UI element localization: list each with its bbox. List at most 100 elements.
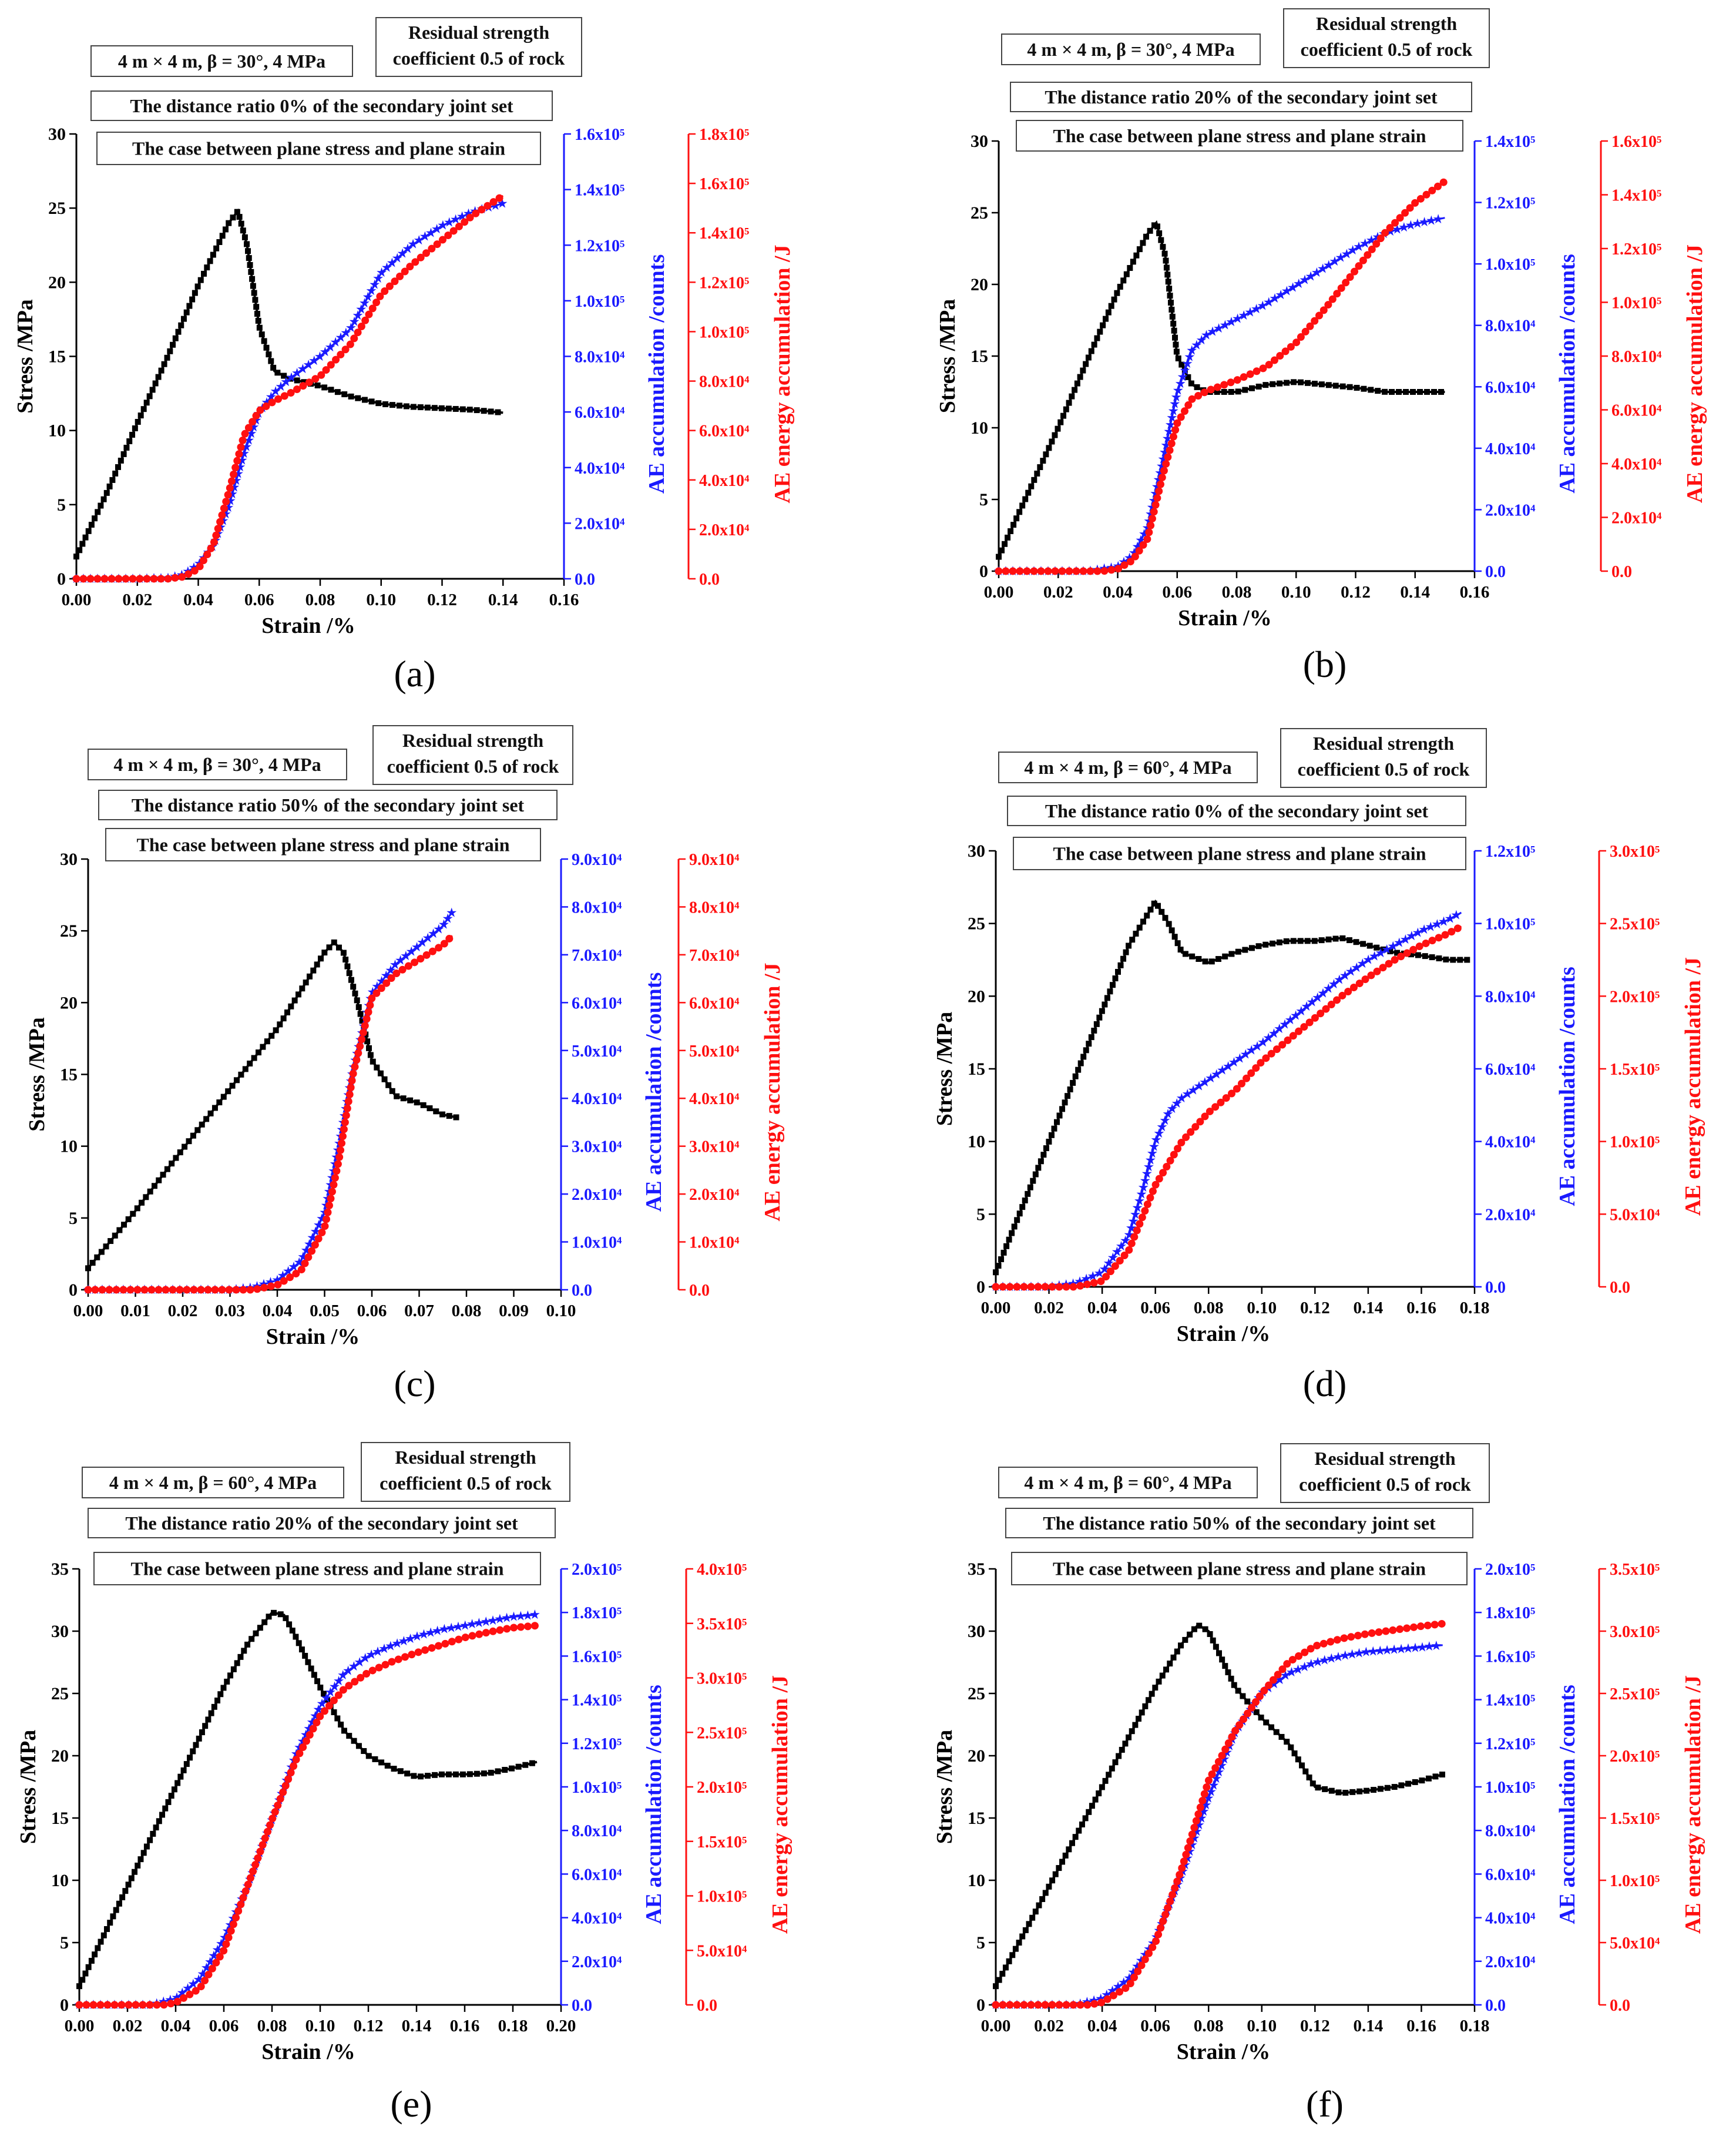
y2-axis-label: AE accumulation /counts xyxy=(1555,254,1580,493)
y1-tick-label: 30 xyxy=(971,132,988,151)
stress-point xyxy=(257,1625,263,1631)
stress-point xyxy=(1154,223,1161,230)
stress-point xyxy=(162,1805,169,1812)
y2-tick-label: 1.0x10⁵ xyxy=(575,293,624,311)
panel-label: (e) xyxy=(390,2083,432,2125)
ae-count-point: ★ xyxy=(1207,324,1218,338)
ae-count-point: ★ xyxy=(313,1217,325,1232)
ae-energy-point xyxy=(1044,567,1052,575)
y3-tick-label: 4.0x10⁵ xyxy=(697,1561,747,1579)
stress-point xyxy=(1188,380,1194,387)
stress-point xyxy=(377,1070,384,1076)
ae-energy-point xyxy=(1120,1252,1129,1260)
stress-point xyxy=(1123,949,1129,955)
stress-point xyxy=(104,1926,110,1932)
stress-point xyxy=(495,409,501,415)
ae-energy-point xyxy=(1319,1639,1328,1648)
residual-box xyxy=(372,725,573,785)
x-tick-label: 0.18 xyxy=(498,2017,528,2035)
ae-count-point: ★ xyxy=(355,302,367,317)
ae-count-point: ★ xyxy=(1144,1152,1156,1167)
ae-energy-point xyxy=(1292,338,1301,347)
x-tick-label: 0.10 xyxy=(1247,1299,1277,1317)
ae-energy-point xyxy=(1376,234,1385,243)
y3-tick-label: 3.0x10⁵ xyxy=(697,1670,747,1688)
ae-energy-point xyxy=(1204,1776,1213,1785)
stress-point xyxy=(998,1256,1005,1263)
stress-point xyxy=(1022,1927,1029,1933)
stress-point xyxy=(495,1768,501,1775)
stress-point xyxy=(1464,957,1470,963)
ae-energy-point xyxy=(96,2001,105,2009)
ae-energy-point xyxy=(422,951,431,959)
stress-point xyxy=(1088,1034,1094,1041)
ae-energy-point xyxy=(435,944,443,952)
stress-point xyxy=(1263,1719,1270,1726)
y2-tick-label: 1.2x10⁵ xyxy=(1485,194,1535,213)
stress-point xyxy=(170,341,176,348)
stress-point xyxy=(1032,1171,1039,1178)
ae-count-point: ★ xyxy=(1274,1021,1285,1036)
ae-count-point: ★ xyxy=(1299,273,1311,287)
y1-tick-label: 25 xyxy=(971,203,988,223)
ae-energy-point xyxy=(1441,931,1449,939)
stress-point xyxy=(1240,1693,1246,1699)
y1-tick-label: 35 xyxy=(51,1559,69,1579)
ae-count-point: ★ xyxy=(1199,1075,1211,1089)
ae-energy-point xyxy=(1269,1676,1277,1684)
y3-tick-label: 2.0x10⁵ xyxy=(1610,1747,1660,1766)
stress-point xyxy=(321,950,328,956)
ae-count-point: ★ xyxy=(452,1619,464,1634)
y3-axis-label: AE energy accumulation /J xyxy=(770,244,795,503)
ae-count-point: ★ xyxy=(1381,1642,1393,1657)
y2-tick-label: 9.0x10⁴ xyxy=(572,851,622,869)
ae-energy-point xyxy=(1186,1837,1194,1845)
stress-point xyxy=(1216,1650,1223,1656)
stress-point xyxy=(474,407,480,414)
ae-energy-point xyxy=(364,1008,372,1016)
stress-point xyxy=(427,1105,433,1112)
stress-point xyxy=(1156,230,1163,236)
ae-energy-point xyxy=(352,1056,361,1064)
ae-energy-point xyxy=(231,464,240,472)
ae-count-point: ★ xyxy=(1405,217,1416,232)
stress-point xyxy=(135,1862,141,1869)
stress-point xyxy=(183,309,190,316)
y2-tick-label: 1.4x10⁵ xyxy=(575,182,624,200)
panel-label: (b) xyxy=(1303,643,1347,685)
y1-axis-label: Stress /MPa xyxy=(16,1730,41,1844)
ae-count-point: ★ xyxy=(1323,257,1335,272)
ae-count-point: ★ xyxy=(1268,1026,1280,1041)
y2-tick-label: 4.0x10⁴ xyxy=(572,1090,622,1108)
ae-energy-point xyxy=(391,277,399,286)
ae-count-point: ★ xyxy=(1225,314,1237,329)
ae-energy-point xyxy=(1224,1739,1233,1747)
stress-point xyxy=(219,233,226,239)
ae-energy-point xyxy=(387,974,395,982)
ae-energy-point xyxy=(1391,219,1399,227)
stress-point xyxy=(996,554,1002,560)
stress-point xyxy=(403,403,409,410)
stress-point xyxy=(338,1721,344,1728)
stress-point xyxy=(1436,955,1442,961)
stress-point xyxy=(88,522,95,528)
ae-count-point: ★ xyxy=(1193,1079,1205,1094)
ae-energy-point xyxy=(434,1642,442,1650)
ae-energy-point xyxy=(1295,1027,1303,1035)
ae-energy-point xyxy=(1340,1634,1348,1642)
ae-energy-point xyxy=(208,1964,216,1973)
ae-energy-point xyxy=(262,402,270,410)
ae-energy-point xyxy=(1409,945,1418,954)
residual-box-text: Residual strength xyxy=(408,22,550,43)
ae-energy-point xyxy=(347,1084,355,1092)
y2-tick-label: 0.0 xyxy=(572,1282,592,1300)
ae-count-point: ★ xyxy=(343,1663,354,1678)
stress-point xyxy=(233,1077,240,1084)
stress-point xyxy=(149,387,156,393)
ae-energy-point xyxy=(1276,351,1284,360)
y3-tick-label: 1.5x10⁵ xyxy=(697,1833,747,1852)
stress-point xyxy=(249,1636,255,1642)
ae-energy-point xyxy=(445,934,454,942)
stress-point xyxy=(1253,1709,1260,1715)
